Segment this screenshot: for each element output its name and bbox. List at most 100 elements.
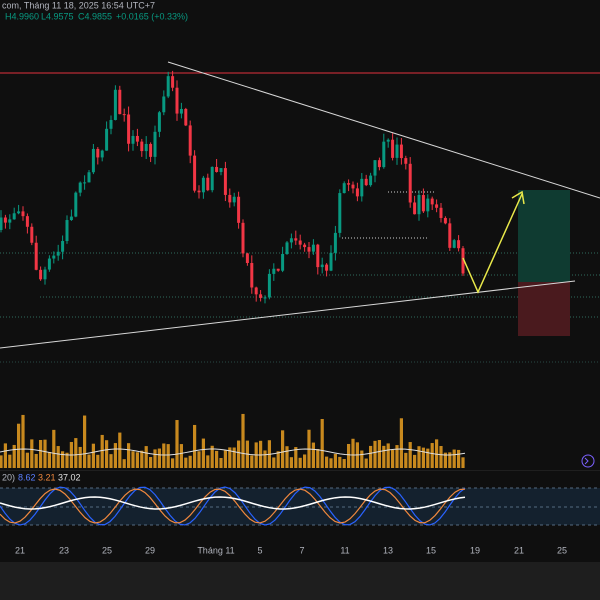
volume-bar — [294, 447, 298, 468]
volume-bar — [109, 454, 113, 468]
candle-body — [457, 240, 461, 249]
volume-bar — [351, 438, 355, 468]
candle-body — [417, 195, 421, 215]
candle-body — [399, 144, 403, 159]
time-label: Tháng 11 — [197, 545, 234, 555]
volume-bar — [399, 418, 403, 468]
volume-bar — [408, 442, 412, 468]
volume-bar — [157, 448, 161, 468]
volume-bar — [87, 454, 91, 468]
osc-value: 37.02 — [58, 472, 81, 482]
header-change: +0.0165 (+0.33%) — [116, 11, 188, 21]
candle-body — [0, 217, 3, 230]
volume-bar — [30, 439, 34, 468]
volume-bar — [122, 459, 126, 468]
volume-bar — [325, 456, 329, 468]
volume-bar — [430, 443, 434, 468]
volume-bar — [329, 458, 333, 468]
forecast-arrow — [462, 193, 523, 294]
volume-bar — [12, 444, 16, 468]
volume-bar — [413, 454, 417, 468]
volume-bar — [289, 457, 293, 468]
candle-body — [373, 160, 377, 176]
volume-bar — [96, 454, 100, 468]
volume-bar — [439, 446, 443, 468]
volume-bar — [443, 452, 447, 468]
time-label: 29 — [145, 545, 155, 555]
volume-bar — [39, 440, 43, 468]
candle-body — [39, 269, 43, 280]
candle-body — [316, 244, 320, 268]
volume-bar — [276, 451, 280, 468]
volume-bar — [342, 459, 346, 468]
candle-body — [259, 294, 263, 298]
candle-body — [210, 166, 214, 191]
candle-body — [188, 125, 192, 156]
candle-body — [74, 192, 78, 217]
candle-body — [285, 242, 289, 254]
volume-bar — [52, 429, 56, 468]
volume-bar — [373, 440, 377, 468]
candle-body — [369, 175, 373, 186]
candle-body — [135, 135, 139, 142]
volume-bar — [228, 447, 232, 468]
volume-bar — [259, 440, 263, 468]
candle-body — [325, 264, 329, 271]
volume-bar — [241, 413, 245, 468]
time-label: 15 — [426, 545, 436, 555]
candle-body — [382, 141, 386, 168]
candle-body — [391, 139, 395, 158]
candle-body — [166, 76, 170, 97]
volume-bar — [263, 450, 267, 468]
volume-bar — [188, 455, 192, 468]
candle-body — [342, 183, 346, 194]
volume-bar — [166, 444, 170, 468]
volume-bar — [298, 457, 302, 468]
volume-bar — [360, 450, 364, 468]
volume-bar — [320, 419, 324, 468]
candle-body — [351, 184, 355, 189]
osc-label: 20) — [2, 472, 15, 482]
candle-body — [179, 108, 183, 114]
volume-bar — [171, 458, 175, 468]
candle-body — [215, 166, 219, 172]
separator — [0, 470, 600, 471]
candle-body — [377, 160, 381, 168]
candles — [0, 70, 465, 304]
volume-bar — [421, 447, 425, 468]
volume-bar — [237, 440, 241, 468]
candle-body — [426, 198, 430, 212]
volume-bar — [232, 447, 236, 468]
volume-bar — [382, 445, 386, 468]
candle-body — [140, 141, 144, 152]
volume-bar — [311, 442, 315, 468]
volume-ma — [0, 448, 466, 456]
candle-body — [113, 89, 117, 120]
scroll-button[interactable] — [581, 454, 595, 468]
volume-bar — [0, 455, 3, 468]
volume-bar — [435, 439, 439, 468]
candle-body — [8, 219, 12, 223]
candle-body — [118, 89, 122, 115]
candle-body — [421, 195, 425, 212]
volume-bar — [333, 453, 337, 468]
volume-bar — [285, 446, 289, 468]
candle-body — [303, 244, 307, 248]
volume-bar — [131, 451, 135, 468]
volume-bar — [43, 439, 47, 468]
candle-body — [452, 240, 456, 248]
volume-bar — [25, 452, 29, 468]
candle-body — [228, 194, 232, 203]
candle-body — [413, 202, 417, 215]
candle-body — [223, 168, 227, 195]
candle-body — [83, 182, 87, 184]
volume-bar — [448, 452, 452, 468]
bottom-toolbar — [0, 562, 600, 600]
volume-bar — [153, 449, 157, 468]
candle-body — [298, 240, 302, 245]
volume-bar — [144, 446, 148, 468]
candle-body — [122, 114, 126, 116]
candle-body — [237, 196, 241, 223]
candle-body — [408, 163, 412, 203]
